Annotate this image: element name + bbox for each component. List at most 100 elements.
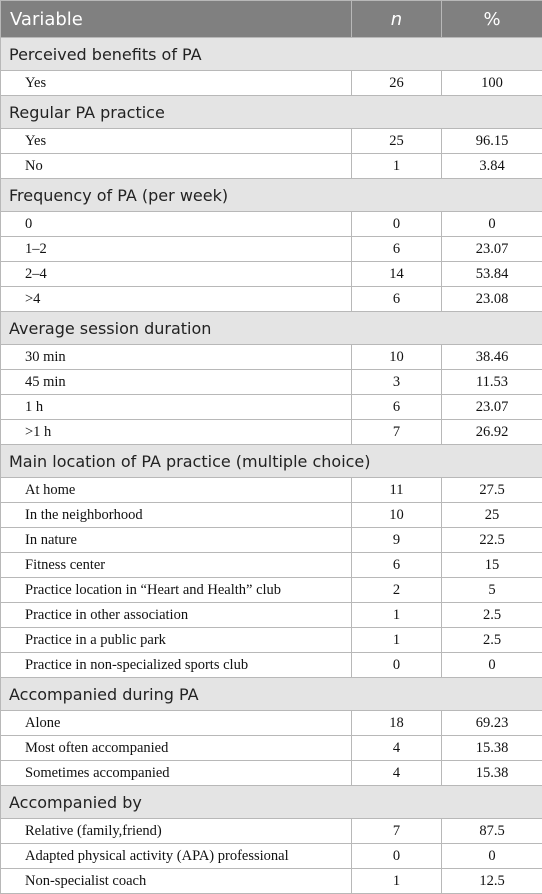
row-n: 14 (352, 262, 442, 287)
row-n: 4 (352, 761, 442, 786)
section-title: Main location of PA practice (multiple c… (1, 445, 542, 478)
row-n: 6 (352, 553, 442, 578)
table-row: Practice location in “Heart and Health” … (1, 578, 542, 603)
header-n: n (352, 1, 442, 38)
section-title: Average session duration (1, 312, 542, 345)
row-percent: 23.07 (442, 395, 542, 420)
row-label: Most often accompanied (1, 736, 352, 761)
row-n: 7 (352, 420, 442, 445)
row-n: 1 (352, 603, 442, 628)
row-percent: 22.5 (442, 528, 542, 553)
section-row: Perceived benefits of PA (1, 38, 542, 71)
section-title: Regular PA practice (1, 96, 542, 129)
row-percent: 53.84 (442, 262, 542, 287)
row-label: Non-specialist coach (1, 869, 352, 894)
row-label: >4 (1, 287, 352, 312)
header-row: Variable n % (1, 1, 542, 38)
row-n: 9 (352, 528, 442, 553)
row-n: 6 (352, 287, 442, 312)
row-percent: 96.15 (442, 129, 542, 154)
row-n: 6 (352, 237, 442, 262)
row-n: 3 (352, 370, 442, 395)
row-percent: 12.5 (442, 869, 542, 894)
row-percent: 15 (442, 553, 542, 578)
row-n: 11 (352, 478, 442, 503)
row-label: No (1, 154, 352, 179)
section-row: Main location of PA practice (multiple c… (1, 445, 542, 478)
row-percent: 11.53 (442, 370, 542, 395)
row-label: Relative (family,friend) (1, 819, 352, 844)
row-percent: 23.08 (442, 287, 542, 312)
row-label: 1 h (1, 395, 352, 420)
row-percent: 69.23 (442, 711, 542, 736)
row-label: In nature (1, 528, 352, 553)
row-n: 26 (352, 71, 442, 96)
row-n: 10 (352, 345, 442, 370)
row-n: 7 (352, 819, 442, 844)
row-label: Yes (1, 71, 352, 96)
row-percent: 100 (442, 71, 542, 96)
row-percent: 87.5 (442, 819, 542, 844)
row-n: 0 (352, 653, 442, 678)
row-label: In the neighborhood (1, 503, 352, 528)
row-n: 1 (352, 869, 442, 894)
row-label: 30 min (1, 345, 352, 370)
section-row: Regular PA practice (1, 96, 542, 129)
row-label: Yes (1, 129, 352, 154)
row-n: 1 (352, 154, 442, 179)
row-percent: 27.5 (442, 478, 542, 503)
section-title: Perceived benefits of PA (1, 38, 542, 71)
row-percent: 0 (442, 212, 542, 237)
row-label: 0 (1, 212, 352, 237)
row-label: Sometimes accompanied (1, 761, 352, 786)
row-n: 18 (352, 711, 442, 736)
row-percent: 2.5 (442, 603, 542, 628)
row-n: 0 (352, 212, 442, 237)
row-percent: 15.38 (442, 736, 542, 761)
row-percent: 0 (442, 844, 542, 869)
row-label: Adapted physical activity (APA) professi… (1, 844, 352, 869)
row-n: 0 (352, 844, 442, 869)
row-label: Practice in other association (1, 603, 352, 628)
section-title: Accompanied during PA (1, 678, 542, 711)
row-label: At home (1, 478, 352, 503)
header-variable: Variable (1, 1, 352, 38)
section-row: Accompanied by (1, 786, 542, 819)
row-n: 2 (352, 578, 442, 603)
row-n: 4 (352, 736, 442, 761)
section-row: Average session duration (1, 312, 542, 345)
row-percent: 23.07 (442, 237, 542, 262)
section-row: Accompanied during PA (1, 678, 542, 711)
row-percent: 2.5 (442, 628, 542, 653)
row-percent: 25 (442, 503, 542, 528)
row-percent: 38.46 (442, 345, 542, 370)
header-percent: % (442, 1, 542, 38)
section-title: Frequency of PA (per week) (1, 179, 542, 212)
row-percent: 15.38 (442, 761, 542, 786)
row-n: 1 (352, 628, 442, 653)
row-label: Practice in a public park (1, 628, 352, 653)
row-label: 1–2 (1, 237, 352, 262)
